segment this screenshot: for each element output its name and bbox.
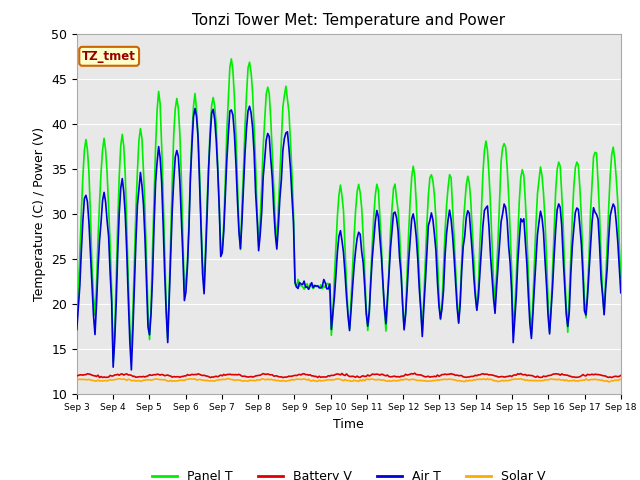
Air T [246,103,253,109]
Air T [617,290,625,296]
Air T [589,205,597,211]
Solar V [237,377,244,383]
Battery V [588,372,596,377]
Air T [141,236,149,241]
Solar V [617,376,625,382]
Solar V [255,377,262,383]
Line: Battery V: Battery V [77,373,621,378]
Battery V [262,372,270,377]
Line: Air T: Air T [77,106,621,370]
Panel T [141,207,149,213]
Solar V [264,376,271,382]
Battery V [608,375,616,381]
Legend: Panel T, Battery V, Air T, Solar V: Panel T, Battery V, Air T, Solar V [147,465,550,480]
Battery V [73,373,81,379]
Y-axis label: Temperature (C) / Power (V): Temperature (C) / Power (V) [33,127,45,300]
Text: TZ_tmet: TZ_tmet [82,50,136,63]
Title: Tonzi Tower Met: Temperature and Power: Tonzi Tower Met: Temperature and Power [192,13,506,28]
Air T [266,134,273,140]
Panel T [589,154,597,160]
Solar V [73,377,81,383]
Panel T [228,56,236,62]
Panel T [314,283,321,288]
Air T [73,326,81,332]
Panel T [238,204,246,209]
Panel T [109,359,117,365]
Panel T [617,275,625,281]
Solar V [225,376,232,382]
Panel T [73,314,81,320]
Line: Panel T: Panel T [77,59,621,362]
Battery V [311,373,319,379]
Solar V [140,377,147,383]
Air T [314,283,321,289]
Battery V [253,373,261,379]
Battery V [235,372,243,377]
Panel T [266,91,273,96]
Solar V [605,379,612,385]
Solar V [588,376,596,382]
Air T [237,246,244,252]
Battery V [411,370,419,376]
X-axis label: Time: Time [333,418,364,431]
Solar V [312,378,320,384]
Line: Solar V: Solar V [77,379,621,382]
Battery V [140,373,147,379]
Air T [256,232,264,238]
Battery V [617,372,625,378]
Panel T [256,218,264,224]
Air T [127,367,135,373]
